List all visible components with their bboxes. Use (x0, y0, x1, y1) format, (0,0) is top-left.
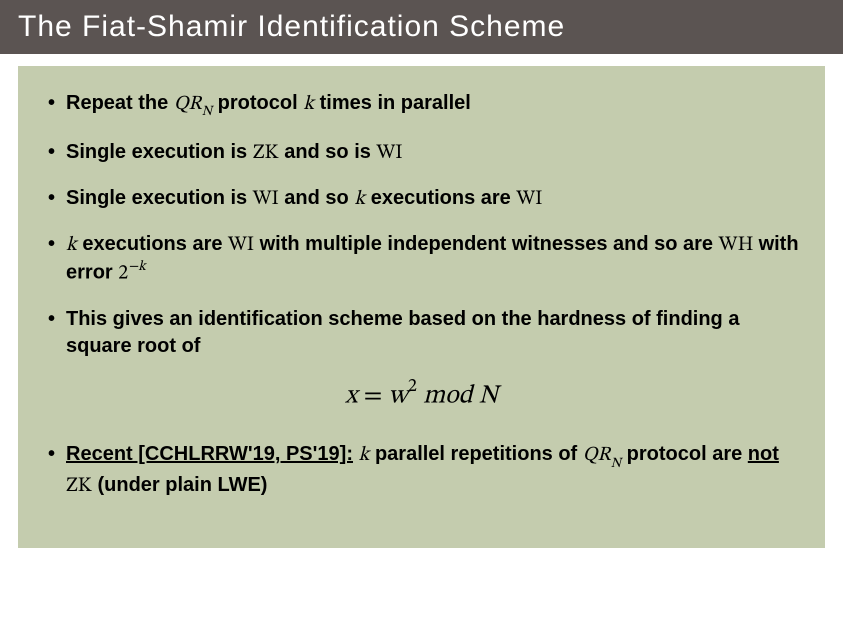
bullet-1: Repeat the QRN protocol k times in paral… (44, 90, 799, 121)
slide-title: The Fiat-Shamir Identification Scheme (18, 10, 565, 43)
equation: x = w2 mod N (44, 378, 799, 414)
text: Single execution is (66, 141, 253, 163)
math-k: k (66, 235, 77, 255)
eq-w: w (388, 383, 407, 409)
text: with multiple independent witnesses and … (254, 233, 719, 255)
eq-mod: mod (417, 383, 479, 409)
math-qr-sub: N (202, 105, 212, 119)
math-wi: WI (228, 235, 254, 255)
text: and so is (279, 141, 377, 163)
text: Repeat the (66, 92, 174, 114)
text: executions are (365, 187, 516, 209)
text: times in parallel (314, 92, 471, 114)
math-k: k (303, 94, 314, 114)
slide: The Fiat-Shamir Identification Scheme Re… (0, 0, 843, 628)
text: protocol (212, 92, 303, 114)
bullet-list: Repeat the QRN protocol k times in paral… (44, 90, 799, 360)
math-qr: QR (174, 94, 202, 114)
bullet-3: Single execution is WI and so k executio… (44, 185, 799, 213)
math-wi: WI (516, 189, 542, 209)
math-wh: WH (719, 235, 753, 255)
text-underline: Recent [CCHLRRW'19, PS'19]: (66, 443, 353, 465)
eq-exp: 2 (408, 378, 417, 396)
math-two: 2 (118, 264, 128, 284)
bullet-4: k executions are WI with multiple indepe… (44, 231, 799, 288)
bullet-5: This gives an identification scheme base… (44, 306, 799, 360)
math-k: k (359, 445, 370, 465)
text: This gives an identification scheme base… (66, 308, 739, 357)
text: executions are (77, 233, 228, 255)
bullet-list-2: Recent [CCHLRRW'19, PS'19]: k parallel r… (44, 441, 799, 500)
text-underline: not (748, 443, 779, 465)
content-box: Repeat the QRN protocol k times in paral… (18, 66, 825, 548)
math-qr-sub: N (611, 457, 621, 471)
math-wi: WI (376, 143, 402, 163)
eq-N: N (479, 383, 498, 409)
math-exp: −k (128, 260, 146, 274)
math-zk: ZK (253, 143, 279, 163)
eq-lhs: x (345, 383, 357, 409)
math-qr: QR (583, 445, 611, 465)
text: parallel repetitions of (369, 443, 582, 465)
text: (under plain LWE) (92, 474, 268, 496)
math-k: k (354, 189, 365, 209)
bullet-2: Single execution is ZK and so is WI (44, 139, 799, 167)
bullet-6: Recent [CCHLRRW'19, PS'19]: k parallel r… (44, 441, 799, 500)
text: Single execution is (66, 187, 253, 209)
text: protocol are (621, 443, 748, 465)
math-zk: ZK (66, 476, 92, 496)
math-wi: WI (253, 189, 279, 209)
text: and so (279, 187, 355, 209)
eq-eq: = (357, 383, 388, 409)
title-bar: The Fiat-Shamir Identification Scheme (0, 0, 843, 54)
